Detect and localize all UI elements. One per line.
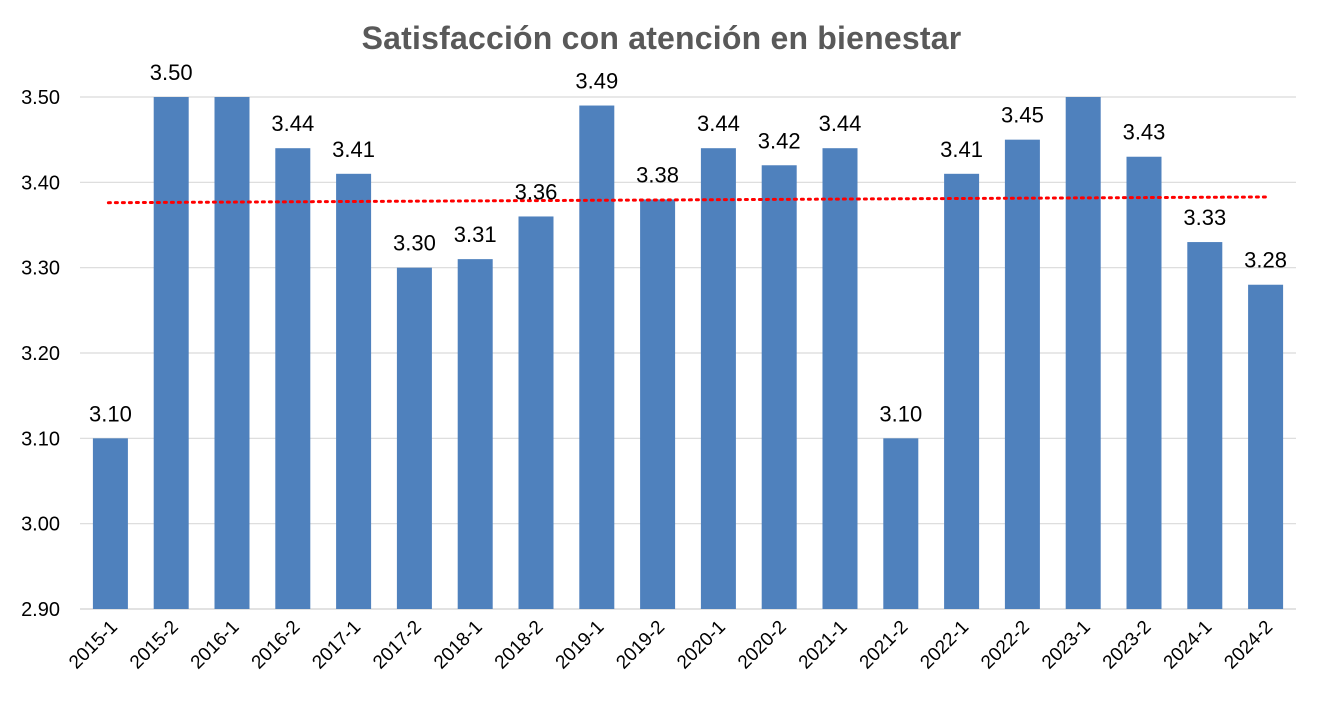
data-label: 3.33 bbox=[1183, 205, 1226, 230]
x-tick-label: 2019-2 bbox=[612, 617, 669, 674]
bar bbox=[944, 173, 980, 610]
x-tick-label: 2024-1 bbox=[1160, 617, 1217, 674]
data-label: 3.44 bbox=[697, 111, 740, 136]
bar bbox=[883, 438, 919, 609]
data-label: 3.36 bbox=[515, 179, 558, 204]
data-label: 3.50 bbox=[150, 60, 193, 85]
x-tick-label: 2018-1 bbox=[430, 617, 487, 674]
bar bbox=[1004, 139, 1040, 609]
data-labels: 3.10 3.50 3.44 3.41 3.30 3.31 3.36 3.49 3.38 3.44… bbox=[89, 60, 1287, 426]
bars bbox=[92, 97, 1284, 610]
data-label: 3.41 bbox=[332, 137, 375, 162]
x-tick-label: 2019-1 bbox=[552, 617, 609, 674]
y-tick-label: 3.00 bbox=[21, 514, 60, 536]
gridlines bbox=[80, 96, 1296, 610]
x-tick-label: 2017-2 bbox=[369, 617, 426, 674]
bar bbox=[92, 438, 128, 609]
bar bbox=[579, 105, 615, 610]
bar bbox=[275, 148, 311, 609]
bar bbox=[1126, 156, 1162, 609]
trendline-layer bbox=[106, 195, 1270, 205]
bar bbox=[1187, 242, 1223, 610]
trendline bbox=[106, 195, 1270, 205]
data-label: 3.31 bbox=[454, 222, 497, 247]
x-axis-ticks: 2015-1 2015-2 2016-1 2016-2 2017-1 2017-2 2018… bbox=[65, 617, 1277, 674]
bar bbox=[822, 148, 858, 609]
y-tick-label: 3.30 bbox=[21, 258, 60, 280]
bar bbox=[336, 173, 372, 610]
data-label: 3.49 bbox=[575, 69, 618, 94]
x-tick-label: 2017-1 bbox=[308, 617, 365, 674]
bar bbox=[214, 97, 250, 609]
data-label: 3.28 bbox=[1244, 248, 1287, 273]
x-tick-label: 2020-2 bbox=[734, 617, 791, 674]
y-tick-label: 3.20 bbox=[21, 343, 60, 365]
y-tick-label: 3.50 bbox=[21, 87, 60, 109]
bar bbox=[1248, 284, 1284, 609]
x-tick-label: 2024-2 bbox=[1220, 617, 1277, 674]
y-tick-label: 2.90 bbox=[21, 599, 60, 621]
x-tick-label: 2021-2 bbox=[856, 617, 913, 674]
x-tick-label: 2021-1 bbox=[795, 617, 852, 674]
x-tick-label: 2023-2 bbox=[1099, 617, 1156, 674]
bar bbox=[700, 148, 736, 609]
x-tick-label: 2018-2 bbox=[491, 617, 548, 674]
data-label: 3.41 bbox=[940, 137, 983, 162]
data-label: 3.30 bbox=[393, 231, 436, 256]
bar bbox=[1065, 97, 1101, 609]
bar bbox=[518, 216, 554, 609]
bar bbox=[640, 199, 676, 609]
bar bbox=[153, 97, 189, 609]
data-label: 3.44 bbox=[271, 111, 314, 136]
data-label: 3.45 bbox=[1001, 103, 1044, 128]
data-label: 3.43 bbox=[1123, 120, 1166, 145]
x-tick-label: 2016-1 bbox=[187, 617, 244, 674]
bar bbox=[457, 259, 493, 609]
y-axis-ticks: 2.90 3.00 3.10 3.20 3.30 3.40 3.50 bbox=[21, 87, 60, 621]
x-tick-label: 2022-2 bbox=[977, 617, 1034, 674]
x-tick-label: 2023-1 bbox=[1038, 617, 1095, 674]
x-tick-label: 2015-2 bbox=[126, 617, 183, 674]
data-label: 3.42 bbox=[758, 128, 801, 153]
data-label: 3.10 bbox=[89, 401, 132, 426]
bar bbox=[761, 165, 797, 609]
y-tick-label: 3.40 bbox=[21, 172, 60, 194]
x-tick-label: 2022-1 bbox=[916, 617, 973, 674]
x-tick-label: 2020-1 bbox=[673, 617, 730, 674]
x-tick-label: 2016-2 bbox=[248, 617, 305, 674]
data-label: 3.44 bbox=[819, 111, 862, 136]
data-label: 3.10 bbox=[879, 401, 922, 426]
y-tick-label: 3.10 bbox=[21, 428, 60, 450]
chart-title: Satisfacción con atención en bienestar bbox=[361, 20, 962, 56]
data-label: 3.38 bbox=[636, 162, 679, 187]
bar bbox=[396, 267, 432, 609]
x-tick-label: 2015-1 bbox=[65, 617, 122, 674]
